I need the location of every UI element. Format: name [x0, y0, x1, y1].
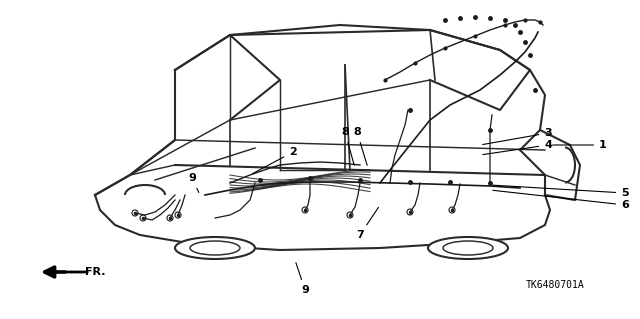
- Text: 7: 7: [356, 207, 378, 240]
- Text: 6: 6: [493, 190, 629, 210]
- Text: FR.: FR.: [85, 267, 106, 277]
- Text: 5: 5: [493, 185, 629, 198]
- Text: 1: 1: [553, 140, 607, 150]
- Text: 3: 3: [483, 128, 552, 145]
- Ellipse shape: [175, 237, 255, 259]
- Text: 4: 4: [483, 140, 552, 155]
- Text: 2: 2: [252, 147, 297, 174]
- Text: 9: 9: [296, 263, 309, 295]
- Text: 9: 9: [188, 173, 199, 192]
- Ellipse shape: [428, 237, 508, 259]
- Text: TK6480701A: TK6480701A: [525, 280, 584, 290]
- Text: 8: 8: [353, 127, 367, 165]
- Text: 8: 8: [341, 127, 355, 165]
